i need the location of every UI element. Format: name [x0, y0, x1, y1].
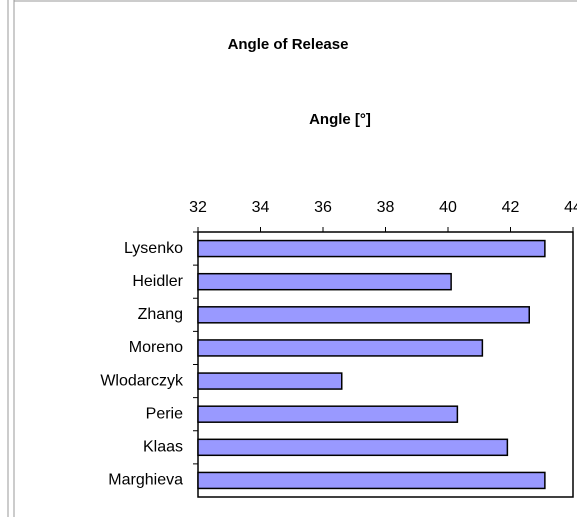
y-tick-label: Wlodarczyk — [100, 372, 184, 389]
y-tick-label: Heidler — [132, 273, 183, 290]
bar — [197, 438, 509, 457]
bar — [197, 306, 530, 324]
x-tick-label: 42 — [502, 199, 520, 216]
bar — [197, 372, 343, 390]
y-tick-label: Lysenko — [124, 240, 183, 257]
x-tick-label: 36 — [314, 199, 332, 216]
bar — [197, 239, 546, 258]
axis-title: Angle [°] — [309, 111, 371, 128]
x-tick-label: 34 — [252, 199, 270, 216]
x-tick-label: 38 — [377, 199, 395, 216]
y-tick-label: Marghieva — [108, 472, 183, 489]
bar — [197, 471, 546, 490]
x-tick-label: 44 — [564, 199, 577, 216]
bar — [197, 272, 452, 291]
bar — [197, 405, 459, 423]
y-tick-label: Klaas — [143, 439, 183, 456]
y-tick-label: Perie — [146, 405, 183, 422]
x-tick-label: 40 — [439, 199, 457, 216]
plot-area — [197, 231, 574, 498]
chart-title: Angle of Release — [228, 36, 349, 53]
x-tick-label: 32 — [189, 199, 207, 216]
bar — [197, 339, 484, 357]
y-tick-label: Zhang — [138, 306, 183, 323]
y-tick-label: Moreno — [129, 339, 183, 356]
